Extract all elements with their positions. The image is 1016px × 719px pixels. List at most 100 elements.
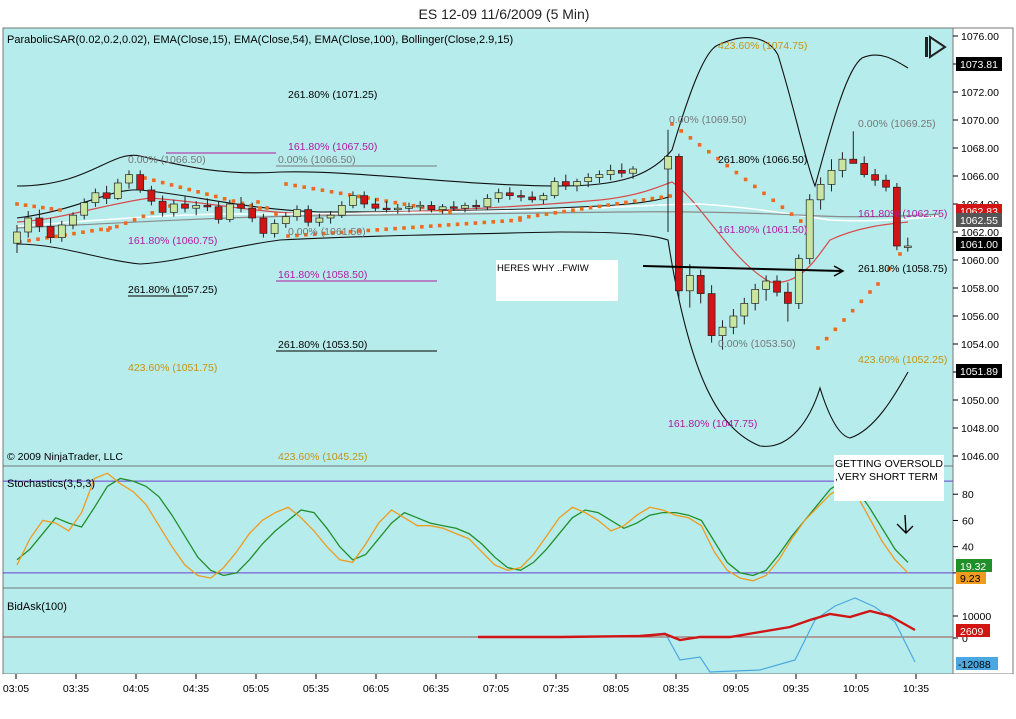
sar-dot xyxy=(312,232,317,236)
candle-down xyxy=(259,217,268,234)
candle-up xyxy=(69,214,77,226)
sar-dot xyxy=(553,211,558,215)
sar-dot xyxy=(887,267,891,271)
x-tick-label: 06:35 xyxy=(423,683,449,695)
fib-label: 423.60% (1052.25) xyxy=(858,354,947,366)
candle-up xyxy=(315,217,324,223)
y-tick-label: 1058.00 xyxy=(961,283,999,295)
bidask-red-tag: 2609 xyxy=(960,626,984,638)
sar-dot xyxy=(284,182,288,186)
y-tick-label: 1070.00 xyxy=(961,115,999,127)
x-tick-label: 08:35 xyxy=(663,683,689,695)
sar-dot xyxy=(320,188,325,193)
candle-up xyxy=(326,214,335,219)
candle-up xyxy=(169,203,178,213)
candle-down xyxy=(773,280,781,293)
candle-up xyxy=(629,168,637,174)
candle-up xyxy=(595,174,604,178)
candle-up xyxy=(393,207,402,211)
sar-dot xyxy=(850,308,855,313)
candle-down xyxy=(871,174,879,181)
candle-down xyxy=(46,226,55,238)
candle-down xyxy=(528,196,537,201)
fib-label: 0.00% (1061.50) xyxy=(288,226,366,238)
fib-label: 261.80% (1066.50) xyxy=(718,154,807,166)
sar-dot xyxy=(588,205,593,210)
sar-dot xyxy=(115,224,119,229)
y-tick-label: 1056.00 xyxy=(961,311,999,323)
x-tick-label: 09:35 xyxy=(783,683,809,695)
parabolic-sar xyxy=(15,122,902,350)
sar-dot xyxy=(464,221,469,226)
sar-dot xyxy=(72,231,76,236)
sar-dot xyxy=(780,205,785,209)
sar-dot xyxy=(868,290,872,294)
candle-up xyxy=(573,181,581,187)
candle-down xyxy=(784,291,792,304)
bidask-red-line xyxy=(478,609,916,642)
sar-dot xyxy=(143,176,147,180)
candle-up xyxy=(729,315,738,328)
stoch-y-label: 80 xyxy=(962,489,974,501)
sar-dot xyxy=(482,220,487,225)
stoch-K-line xyxy=(16,472,909,582)
candle-up xyxy=(494,192,503,199)
candle-up xyxy=(461,205,469,209)
candle-up xyxy=(80,202,89,216)
stoch-y-label: 40 xyxy=(962,542,974,554)
sar-dot xyxy=(670,122,674,126)
fib-label: 261.80% (1058.75) xyxy=(858,263,947,275)
sar-dot xyxy=(41,205,45,210)
candle-up xyxy=(349,195,357,206)
ema54-line xyxy=(16,203,941,227)
sar-dot xyxy=(402,202,407,207)
y-tick-label: 1054.00 xyxy=(961,339,999,351)
candle-down xyxy=(561,181,570,187)
fib-label: 0.00% (1066.50) xyxy=(128,154,206,166)
price-tag-bottom: 1051.89 xyxy=(960,366,998,378)
candle-up xyxy=(606,170,615,175)
y-tick-label: 1060.00 xyxy=(961,255,999,267)
bidask-y-label: 10000 xyxy=(962,611,991,623)
sar-dot xyxy=(606,203,611,207)
candle-up xyxy=(293,209,301,217)
x-tick-label: 10:05 xyxy=(843,683,869,695)
play-forward-icon[interactable] xyxy=(925,35,947,59)
bidask-blue-tag: -12088 xyxy=(958,659,991,671)
price-tag-last: 1061.00 xyxy=(960,239,998,251)
x-tick-label: 07:05 xyxy=(483,683,509,695)
fib-label: 261.80% (1057.25) xyxy=(128,284,217,296)
candle-up xyxy=(740,303,749,317)
x-tick-label: 10:35 xyxy=(903,683,929,695)
stochastics-title: Stochastics(3,5,3) xyxy=(7,478,95,490)
sar-dot xyxy=(265,206,269,210)
stoch-k-tag-bg xyxy=(956,572,986,584)
candle-down xyxy=(360,195,369,205)
sar-dot xyxy=(293,183,297,188)
sar-dot xyxy=(169,183,174,187)
sar-dot xyxy=(789,212,794,216)
sar-dot xyxy=(375,228,380,232)
sar-dot xyxy=(876,282,880,286)
sar-dot xyxy=(833,327,838,332)
candle-up xyxy=(762,280,770,290)
bollinger-line xyxy=(16,231,909,447)
sar-dot xyxy=(716,156,720,161)
y-tick-label: 1072.00 xyxy=(961,87,999,99)
candle-up xyxy=(539,195,548,201)
fib-label: 261.80% (1071.25) xyxy=(288,89,377,101)
price-panel xyxy=(2,27,954,467)
sar-dot xyxy=(411,203,416,208)
annotation-text-1: HERES WHY ..FWIW xyxy=(497,263,589,274)
fib-label: 0.00% (1069.25) xyxy=(858,118,936,130)
sar-dot xyxy=(535,213,540,218)
sar-dot xyxy=(473,221,478,225)
sar-dot xyxy=(455,222,460,227)
sar-dot xyxy=(544,212,549,216)
candle-down xyxy=(248,207,257,219)
candle-up xyxy=(225,203,234,220)
sar-dot xyxy=(437,223,442,228)
sar-dot xyxy=(311,186,316,191)
sar-dot xyxy=(357,229,362,233)
